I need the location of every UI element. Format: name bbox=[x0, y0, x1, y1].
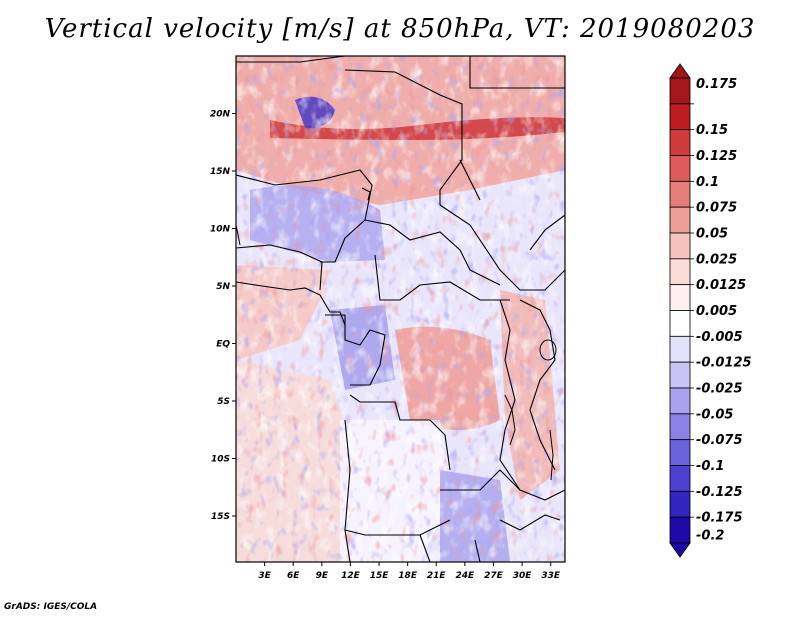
lat-tick-label: 15S bbox=[211, 512, 230, 522]
colorbar-swatch bbox=[669, 516, 691, 544]
colorbar-label: 0.175 bbox=[696, 77, 737, 92]
lon-tick-label: 6E bbox=[287, 571, 300, 581]
colorbar-swatch bbox=[669, 335, 691, 363]
lat-tick-label: 5N bbox=[216, 282, 230, 292]
lake-chad bbox=[361, 187, 371, 201]
border-gabon bbox=[325, 314, 386, 386]
border-east-africa bbox=[519, 299, 556, 471]
colorbar-label: 0.15 bbox=[696, 123, 728, 138]
lat-tick-label: 10S bbox=[211, 455, 230, 465]
map-frame bbox=[235, 55, 566, 563]
lon-tick-label: 15E bbox=[370, 571, 390, 581]
colorbar-swatch bbox=[669, 77, 691, 105]
lake-volta-shore bbox=[236, 224, 241, 246]
border-niger-chad bbox=[236, 169, 373, 263]
colorbar-label: 0.075 bbox=[696, 201, 737, 216]
lat-tick-label: 20N bbox=[210, 110, 231, 120]
border-sudan-south bbox=[439, 204, 565, 291]
colorbar-label: 0.0125 bbox=[696, 278, 746, 293]
border-drc-west bbox=[349, 394, 451, 471]
colorbar-label: -0.2 bbox=[696, 529, 724, 544]
country-borders bbox=[236, 56, 565, 562]
colorbar-label: -0.075 bbox=[696, 433, 743, 448]
lat-tick-label: 5S bbox=[217, 397, 230, 407]
border-nigeria bbox=[236, 244, 323, 291]
colorbar: 0.175 0.15 0.125 0.1 0.075 0.05 0.025 0.0125 0.0… bbox=[669, 63, 752, 558]
field-texture-red bbox=[236, 56, 565, 562]
lat-tick-label: EQ bbox=[216, 340, 230, 350]
colorbar-label: -0.0125 bbox=[696, 356, 752, 371]
lat-tick-label: 15N bbox=[210, 167, 231, 177]
colorbar-swatch bbox=[669, 439, 691, 466]
colorbar-swatch bbox=[669, 413, 691, 441]
colorbar-swatch bbox=[669, 232, 691, 260]
lat-tick-label: 10N bbox=[210, 225, 231, 235]
lon-tick-label: 18E bbox=[398, 571, 418, 581]
latitude-axis: 20N 15N 10N 5N EQ 5S 10S 15S bbox=[210, 110, 236, 522]
colorbar-swatch bbox=[669, 490, 691, 518]
border-zambia-south bbox=[440, 469, 565, 501]
border-chad-car bbox=[364, 219, 501, 286]
velocity-field bbox=[236, 56, 565, 562]
lon-tick-label: 9E bbox=[316, 571, 329, 581]
grads-credit: GrADS: IGES/COLA bbox=[4, 602, 98, 612]
lake-malawi bbox=[549, 429, 554, 481]
colorbar-swatch bbox=[669, 465, 691, 492]
colorbar-swatch bbox=[669, 258, 691, 286]
border-ethiopia bbox=[529, 214, 565, 251]
plot-title: Vertical velocity [m/s] at 850hPa, VT: 2… bbox=[44, 14, 756, 44]
border-north-sahara bbox=[236, 56, 463, 205]
lon-tick-label: 24E bbox=[456, 571, 476, 581]
border-car-south bbox=[374, 254, 510, 301]
colorbar-swatch bbox=[669, 129, 691, 156]
colorbar-swatch bbox=[669, 387, 691, 415]
border-mozambique bbox=[499, 514, 561, 531]
longitude-axis: 3E 6E 9E 12E 15E 18E 21E 24E 27E 30E 33E bbox=[258, 562, 561, 581]
colorbar-swatch bbox=[669, 310, 691, 337]
colorbar-label: -0.005 bbox=[696, 330, 743, 345]
lake-tanganyika bbox=[504, 394, 516, 446]
colorbar-label: -0.175 bbox=[696, 511, 743, 526]
border-nile bbox=[459, 159, 481, 201]
lon-tick-label: 3E bbox=[258, 571, 271, 581]
colorbar-label: 0.025 bbox=[696, 252, 737, 267]
colorbar-label: -0.025 bbox=[696, 382, 743, 397]
border-cameroon-coast bbox=[236, 281, 346, 326]
border-drc-east bbox=[499, 299, 521, 491]
colorbar-bottom-arrow bbox=[669, 542, 691, 558]
lon-tick-label: 33E bbox=[541, 571, 561, 581]
colorbar-top-arrow bbox=[669, 63, 691, 79]
lake-victoria bbox=[539, 339, 557, 361]
colorbar-swatch bbox=[669, 103, 691, 131]
colorbar-swatch bbox=[669, 180, 691, 208]
colorbar-label: 0.005 bbox=[696, 304, 737, 319]
lakes bbox=[236, 187, 557, 481]
colorbar-label: -0.05 bbox=[696, 407, 733, 422]
colorbar-label: 0.1 bbox=[696, 175, 719, 190]
lon-tick-label: 21E bbox=[427, 571, 447, 581]
colorbar-label: -0.125 bbox=[696, 485, 743, 500]
lon-tick-label: 30E bbox=[513, 571, 533, 581]
colorbar-swatch bbox=[669, 155, 691, 182]
border-angola-zambia bbox=[344, 419, 451, 536]
border-southwest-coast bbox=[344, 529, 481, 562]
colorbar-label: 0.05 bbox=[696, 227, 728, 242]
lon-tick-label: 27E bbox=[484, 571, 504, 581]
lon-tick-label: 12E bbox=[341, 571, 361, 581]
colorbar-label: 0.125 bbox=[696, 149, 737, 164]
colorbar-swatch bbox=[669, 284, 691, 311]
border-egypt-sudan bbox=[469, 56, 565, 89]
colorbar-swatch bbox=[669, 206, 691, 234]
colorbar-label: -0.1 bbox=[696, 459, 724, 474]
colorbar-swatch bbox=[669, 361, 691, 389]
